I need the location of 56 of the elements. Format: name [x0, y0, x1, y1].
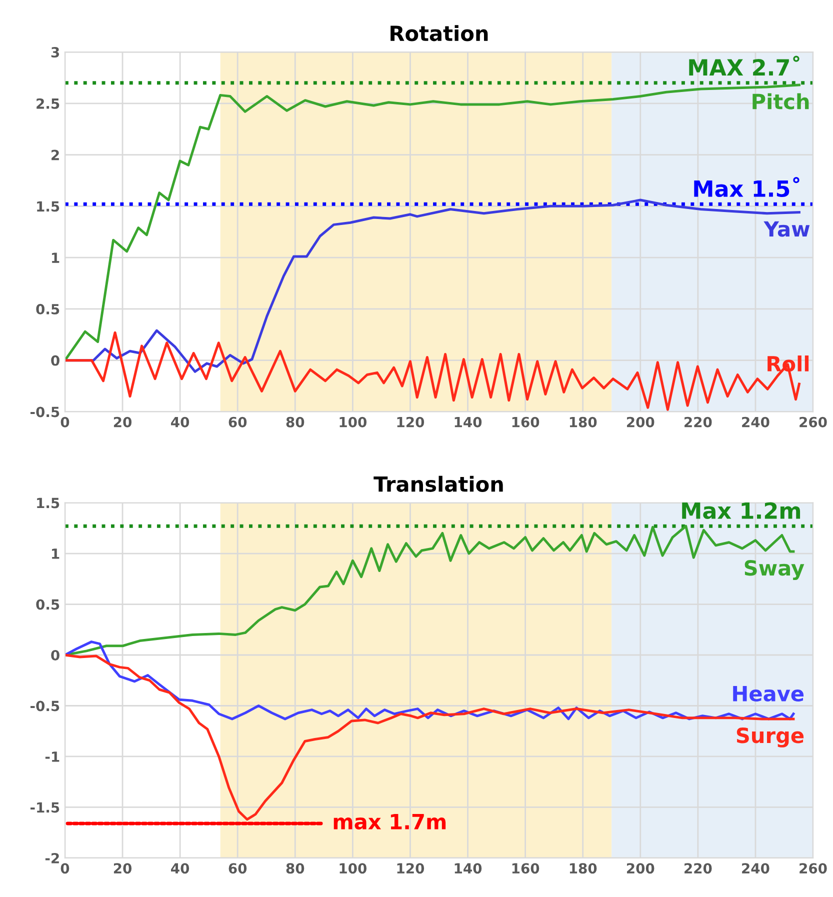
- x-tick-label: 260: [800, 863, 827, 874]
- x-tick-label: 160: [512, 416, 540, 428]
- x-tick-label: 200: [626, 416, 654, 428]
- x-tick-label: 100: [340, 863, 367, 874]
- ref-line-label: Max 1.5˚: [694, 176, 800, 198]
- y-tick-label: -1: [45, 752, 60, 762]
- x-tick-label: 80: [286, 863, 304, 874]
- x-tick-label: 60: [228, 416, 247, 428]
- series-label: Surge: [736, 727, 804, 748]
- y-tick-label: 0: [51, 650, 60, 660]
- x-tick-label: 0: [60, 416, 70, 428]
- y-tick-label: -0.5: [30, 406, 60, 418]
- y-tick-label: 3: [51, 46, 60, 58]
- x-tick-label: 40: [171, 863, 190, 874]
- x-tick-label: 240: [742, 416, 770, 428]
- y-tick-label: -2: [45, 852, 59, 864]
- series-label: Heave: [733, 686, 804, 702]
- chart-title: Translation: [374, 476, 503, 492]
- x-tick-label: 0: [60, 863, 70, 874]
- series-label: Sway: [744, 560, 804, 580]
- series-label: Roll: [768, 355, 809, 372]
- x-tick-label: 160: [512, 863, 540, 874]
- x-tick-label: 180: [570, 863, 597, 874]
- y-tick-label: 1: [52, 548, 60, 559]
- ref-line-label: Max 1.2m: [682, 502, 800, 520]
- y-tick-label: 0.5: [36, 304, 60, 314]
- x-tick-label: 140: [454, 863, 482, 874]
- series-label: max 1.7m: [334, 814, 446, 830]
- x-tick-label: 120: [397, 416, 424, 428]
- x-tick-label: 100: [340, 416, 367, 428]
- y-tick-label: 1: [52, 252, 60, 263]
- y-tick-label: 1.5: [37, 201, 60, 212]
- series-label: Pitch: [752, 93, 809, 110]
- x-tick-label: 120: [397, 863, 424, 874]
- x-tick-label: 220: [684, 416, 712, 428]
- y-tick-label: -0.5: [30, 700, 60, 712]
- x-tick-label: 220: [684, 863, 712, 874]
- chart-title: Rotation: [390, 25, 488, 42]
- ref-line-label: MAX 2.7˚: [689, 56, 800, 76]
- x-tick-label: 140: [454, 416, 482, 428]
- x-tick-label: 40: [171, 416, 190, 428]
- y-tick-label: 2: [52, 150, 59, 160]
- y-tick-label: 0: [51, 355, 60, 366]
- x-tick-label: 60: [228, 863, 247, 874]
- y-tick-label: 2.5: [36, 98, 60, 109]
- x-tick-label: 240: [742, 863, 770, 874]
- x-tick-label: 20: [114, 863, 132, 874]
- y-tick-label: -1.5: [30, 802, 60, 813]
- y-tick-label: 0.5: [36, 599, 60, 610]
- x-tick-label: 200: [626, 863, 654, 874]
- x-tick-label: 80: [286, 416, 304, 428]
- x-tick-label: 180: [570, 416, 597, 428]
- y-tick-label: 1.5: [37, 498, 60, 508]
- series-label: Yaw: [764, 221, 810, 237]
- x-tick-label: 260: [800, 416, 827, 428]
- x-tick-label: 20: [114, 416, 132, 428]
